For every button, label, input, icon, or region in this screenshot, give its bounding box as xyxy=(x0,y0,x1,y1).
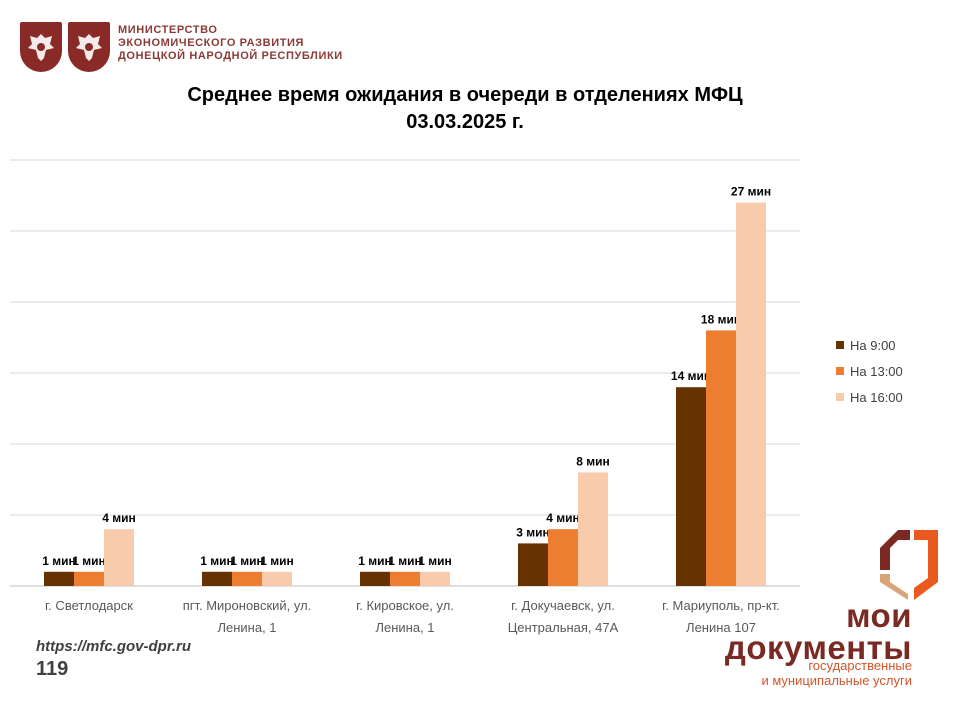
bar xyxy=(104,529,134,586)
bar xyxy=(44,571,74,586)
data-label: 27 мин xyxy=(731,185,771,199)
brand-tagline: государственные и муниципальные услуги xyxy=(712,658,912,688)
chart-title: Среднее время ожидания в очереди в отдел… xyxy=(130,82,800,136)
data-label: 4 мин xyxy=(102,511,136,525)
chart-title-line: Среднее время ожидания в очереди в отдел… xyxy=(187,84,743,106)
category-label: г. Докучаевск, ул. xyxy=(511,598,615,613)
brand-name: мои документы xyxy=(712,597,912,666)
data-label: 1 мин xyxy=(388,554,422,568)
category-label: Ленина, 1 xyxy=(375,620,434,635)
category-label: Ленина, 1 xyxy=(217,620,276,635)
data-label: 8 мин xyxy=(576,454,610,468)
chart-legend: На 9:00 На 13:00 На 16:00 xyxy=(836,332,903,410)
bar xyxy=(548,529,578,586)
brand-line: документы xyxy=(724,629,912,666)
legend-label: На 13:00 xyxy=(850,363,903,379)
bar xyxy=(736,202,766,586)
bar xyxy=(232,571,262,586)
bar xyxy=(202,571,232,586)
legend-item: На 16:00 xyxy=(836,384,903,410)
data-label: 1 мин xyxy=(260,554,294,568)
legend-swatch xyxy=(836,393,844,401)
mfc-logo-icon xyxy=(880,530,938,605)
ministry-name: МИНИСТЕРСТВО ЭКОНОМИЧЕСКОГО РАЗВИТИЯ ДОН… xyxy=(118,24,343,63)
category-label: г. Светлодарск xyxy=(45,598,133,613)
legend-label: На 9:00 xyxy=(850,337,896,353)
page-number: 119 xyxy=(36,658,69,680)
website-url[interactable]: https://mfc.gov-dpr.ru xyxy=(36,638,191,655)
bar xyxy=(74,571,104,586)
category-label: пгт. Мироновский, ул. xyxy=(183,598,312,613)
bar xyxy=(360,571,390,586)
bar xyxy=(262,571,292,586)
coat-of-arms-icon xyxy=(68,22,110,72)
data-label: 1 мин xyxy=(42,554,76,568)
data-label: 1 мин xyxy=(358,554,392,568)
ministry-line: ЭКОНОМИЧЕСКОГО РАЗВИТИЯ xyxy=(118,37,305,49)
coat-of-arms-icon xyxy=(20,22,62,72)
legend-swatch xyxy=(836,341,844,349)
brand-sub-line: и муниципальные услуги xyxy=(761,673,912,688)
data-label: 1 мин xyxy=(230,554,264,568)
data-label: 4 мин xyxy=(546,511,580,525)
brand-sub-line: государственные xyxy=(808,658,912,673)
category-label: Ленина 107 xyxy=(686,620,756,635)
chart-title-date: 03.03.2025 г. xyxy=(406,111,524,133)
ministry-line: ДОНЕЦКОЙ НАРОДНОЙ РЕСПУБЛИКИ xyxy=(118,50,343,62)
data-label: 1 мин xyxy=(72,554,106,568)
bar xyxy=(706,330,736,586)
bar xyxy=(578,472,608,586)
bar xyxy=(390,571,420,586)
bar xyxy=(518,543,548,586)
data-label: 14 мин xyxy=(671,369,711,383)
bar xyxy=(420,571,450,586)
data-label: 3 мин xyxy=(516,525,550,539)
category-label: г. Кировское, ул. xyxy=(356,598,454,613)
legend-swatch xyxy=(836,367,844,375)
data-label: 18 мин xyxy=(701,312,741,326)
data-label: 1 мин xyxy=(418,554,452,568)
category-label: г. Мариуполь, пр-кт. xyxy=(662,598,780,613)
ministry-line: МИНИСТЕРСТВО xyxy=(118,24,218,36)
legend-label: На 16:00 xyxy=(850,389,903,405)
legend-item: На 13:00 xyxy=(836,358,903,384)
legend-item: На 9:00 xyxy=(836,332,903,358)
brand-line: мои xyxy=(846,597,912,634)
bar xyxy=(676,387,706,586)
category-label: Центральная, 47А xyxy=(508,620,619,635)
header-logos xyxy=(20,22,110,72)
data-label: 1 мин xyxy=(200,554,234,568)
